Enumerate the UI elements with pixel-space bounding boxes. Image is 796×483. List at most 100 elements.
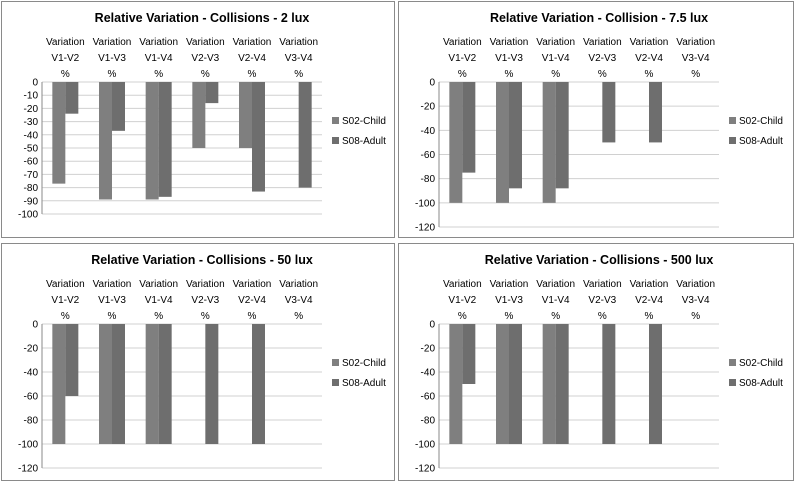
category-label: V2-V4 [238,295,266,306]
chart-svg-2-lux: Relative Variation - Collisions - 2 lux 0… [18,11,386,221]
bar-adult [509,82,522,189]
y-tick-label: -80 [24,416,39,427]
category-label: Variation [139,37,178,48]
legend-label: S02-Child [739,116,783,127]
y-tick-label: -60 [421,392,436,403]
category-label: V1-V3 [98,53,126,64]
bar-child [52,82,66,184]
legend-swatch [332,117,339,124]
category-label: % [108,69,117,80]
bar-child [99,82,112,200]
category-label: % [294,69,303,80]
category-label: V2-V3 [588,295,616,306]
bar-adult [65,82,79,114]
category-label: % [551,311,560,322]
category-label: % [691,311,700,322]
category-label: V1-V3 [495,53,523,64]
category-label: Variation [443,37,482,48]
category-label: V1-V4 [145,295,173,306]
category-label: V2-V3 [588,53,616,64]
bar-child [52,324,66,444]
legend-swatch [729,117,736,124]
category-label: % [691,69,700,80]
category-label: Variation [676,37,715,48]
category-label: V1-V2 [51,295,79,306]
bar-child [496,82,509,203]
bar-adult [649,324,662,444]
legend-label: S08-Adult [739,136,783,147]
chart-title: Relative Variation - Collisions - 50 lux [91,253,313,267]
category-label: V1-V4 [145,53,173,64]
category-label: Variation [93,37,132,48]
legend-swatch [729,137,736,144]
y-tick-label: -20 [421,102,436,113]
category-label: Variation [630,37,669,48]
y-tick-label: -20 [24,104,39,115]
category-label: % [201,69,210,80]
category-label: % [505,311,514,322]
y-tick-label: -10 [24,91,39,102]
legend-swatch [332,359,339,366]
chart-panel-500-lux: Relative Variation - Collisions - 500 lu… [398,243,794,481]
category-label: V2-V4 [635,295,663,306]
category-label: Variation [233,37,272,48]
category-label: V3-V4 [682,53,710,64]
chart-panel-7-5-lux: Relative Variation - Collision - 7.5 lux… [398,1,794,238]
y-tick-label: -40 [421,368,436,379]
category-label: Variation [630,279,669,290]
category-label: % [551,69,560,80]
bar-adult [462,82,476,173]
y-tick-label: -80 [421,174,436,185]
category-label: % [645,311,654,322]
y-tick-label: -20 [421,344,436,355]
bar-adult [602,82,616,143]
category-label: Variation [279,279,318,290]
legend-label: S08-Adult [342,136,386,147]
y-tick-label: 0 [32,78,38,89]
y-tick-label: -40 [24,368,39,379]
y-tick-label: -90 [24,196,39,207]
bar-child [192,82,206,148]
category-label: Variation [583,279,622,290]
chart-svg-7-5-lux: Relative Variation - Collision - 7.5 lux… [415,11,783,234]
category-label: V1-V2 [448,53,476,64]
category-label: % [108,311,117,322]
bar-adult [205,324,219,444]
y-tick-label: -100 [18,440,38,451]
category-label: V3-V4 [285,295,313,306]
category-label: V2-V3 [191,295,219,306]
bar-adult [649,82,662,143]
y-tick-label: -120 [415,464,435,475]
y-tick-label: -80 [421,416,436,427]
legend-label: S08-Adult [342,378,386,389]
chart-panel-50-lux: Relative Variation - Collisions - 50 lux… [1,243,395,481]
bar-adult [509,324,522,444]
category-label: V3-V4 [682,295,710,306]
category-label: V1-V3 [495,295,523,306]
category-label: % [61,69,70,80]
category-label: Variation [279,37,318,48]
y-tick-label: -70 [24,170,39,181]
y-tick-label: -30 [24,117,39,128]
category-label: % [598,311,607,322]
category-label: V2-V4 [238,53,266,64]
category-label: V1-V3 [98,295,126,306]
y-tick-label: -40 [421,126,436,137]
category-label: Variation [536,37,575,48]
category-label: % [458,69,467,80]
legend-label: S02-Child [739,358,783,369]
bar-child [99,324,112,444]
chart-svg-500-lux: Relative Variation - Collisions - 500 lu… [415,253,783,475]
legend-label: S08-Adult [739,378,783,389]
category-label: Variation [93,279,132,290]
category-label: Variation [186,37,225,48]
category-label: Variation [490,279,529,290]
legend-swatch [332,379,339,386]
category-label: Variation [490,37,529,48]
y-tick-label: -120 [18,464,38,475]
y-tick-label: -60 [421,150,436,161]
category-label: V1-V2 [51,53,79,64]
legend-swatch [332,137,339,144]
legend-label: S02-Child [342,358,386,369]
